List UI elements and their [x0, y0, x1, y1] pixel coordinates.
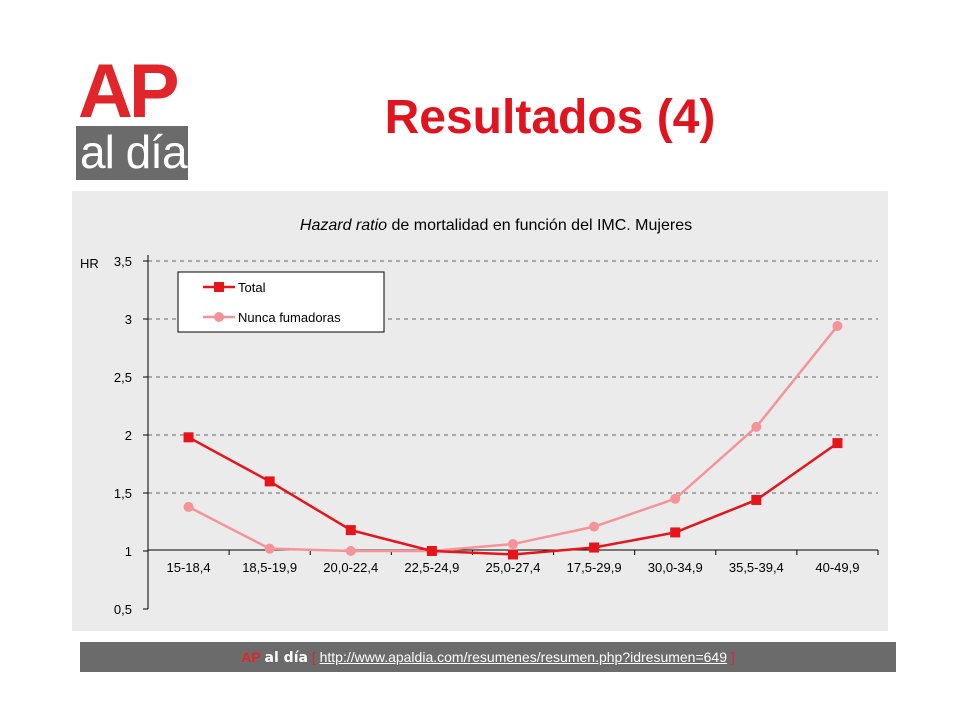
chart-title-rest: de mortalidad en función del IMC. Mujere…: [387, 217, 692, 234]
x-tick-label: 18,5-19,9: [242, 560, 297, 575]
footer-bar: AP al día [ http://www.apaldia.com/resum…: [80, 642, 896, 672]
y-tick-label: 3,5: [114, 254, 132, 269]
data-point-nunca-fumadoras: [832, 320, 843, 331]
y-tick-label: 2,5: [114, 370, 132, 385]
data-point-total: [670, 527, 681, 538]
y-tick-label: 1,5: [114, 486, 132, 501]
logo-gray-box: [76, 126, 188, 180]
x-tick-label: 25,0-27,4: [486, 560, 541, 575]
legend-nunca-marker: [214, 312, 224, 322]
logo-ap-text: AP: [78, 49, 180, 134]
hazard-ratio-chart: Hazard ratio de mortalidad en función de…: [80, 217, 879, 617]
x-tick-label: 17,5-29,9: [567, 560, 622, 575]
footer-ap: AP: [241, 649, 261, 665]
legend-nunca-label: Nunca fumadoras: [238, 310, 341, 325]
x-tick-label: 15-18,4: [167, 560, 211, 575]
data-point-total: [589, 542, 600, 553]
legend-total-marker: [214, 282, 224, 292]
data-point-nunca-fumadoras: [345, 546, 356, 556]
data-point-nunca-fumadoras: [751, 421, 762, 432]
series-layer: [183, 320, 843, 560]
logo-aldia-text: al día: [80, 126, 188, 178]
y-axis-label: HR: [80, 256, 99, 271]
legend-total-label: Total: [238, 280, 266, 295]
series-line-nunca-fumadoras: [187, 325, 839, 553]
chart-title: Hazard ratio de mortalidad en función de…: [300, 217, 692, 234]
chart-title-italic: Hazard ratio: [300, 217, 387, 234]
y-tick-label: 1: [125, 544, 132, 559]
data-point-total: [264, 476, 275, 487]
x-tick-label: 30,0-34,9: [648, 560, 703, 575]
series-line-total: [187, 436, 839, 556]
data-point-total: [183, 432, 194, 443]
data-point-total: [345, 525, 356, 536]
x-tick-label: 22,5-24,9: [404, 560, 459, 575]
axes-layer: 0,5 1 1,5 2 2,5 3 3,5 15-18,4 18,5-19,9 20,0-22,4…: [114, 254, 879, 617]
data-point-total: [832, 438, 843, 449]
chart-panel: Hazard ratio de mortalidad en función de…: [72, 191, 888, 631]
footer-url-link[interactable]: http://www.apaldia.com/resumenes/resumen…: [319, 649, 728, 665]
data-point-nunca-fumadoras: [508, 539, 518, 550]
x-tick-label: 40-49,9: [815, 560, 859, 575]
data-point-nunca-fumadoras: [670, 493, 681, 504]
apaldia-logo: AP al día: [72, 54, 190, 182]
data-point-total: [751, 494, 762, 505]
x-tick-label: 20,0-22,4: [323, 560, 378, 575]
data-point-total: [426, 546, 437, 556]
footer-aldia: al día: [264, 650, 308, 666]
y-tick-label: 0,5: [114, 602, 132, 617]
footer-bracket-open: [: [311, 649, 316, 665]
legend-box: [177, 271, 385, 333]
slide-title: Resultados (4): [384, 91, 716, 144]
data-point-nunca-fumadoras: [589, 521, 600, 532]
y-tick-label: 2: [125, 428, 132, 443]
x-tick-label: 35,5-39,4: [729, 560, 784, 575]
data-point-nunca-fumadoras: [264, 543, 275, 554]
data-point-total: [508, 549, 518, 560]
footer-bracket-close: ]: [730, 649, 735, 665]
legend: Total Nunca fumadoras: [177, 271, 385, 333]
y-tick-label: 3: [125, 312, 132, 327]
data-point-nunca-fumadoras: [183, 501, 194, 512]
